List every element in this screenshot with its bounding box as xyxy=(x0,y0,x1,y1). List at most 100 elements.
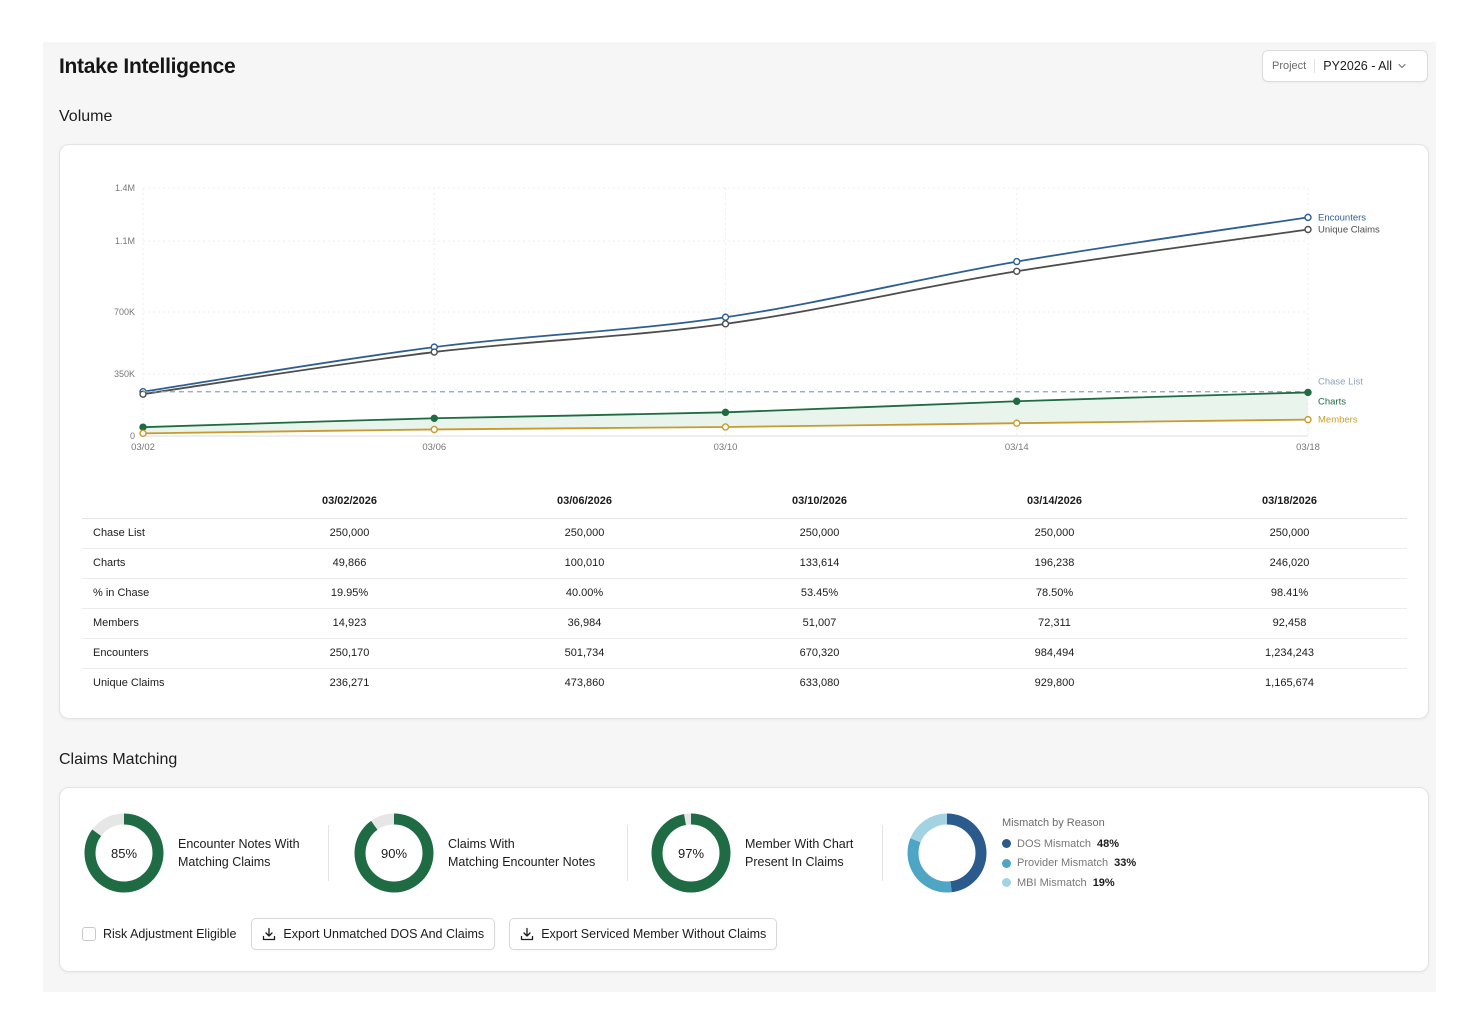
data-point-members xyxy=(139,429,147,438)
divider xyxy=(328,825,329,881)
donut-label-line: Matching Claims xyxy=(178,855,271,869)
donut-percent: 85% xyxy=(110,845,138,861)
donut-percent: 97% xyxy=(677,845,705,861)
table-cell: 633,080 xyxy=(799,677,840,690)
data-point-members xyxy=(1304,415,1312,424)
row-label: Encounters xyxy=(82,638,232,669)
data-point-encounters xyxy=(721,313,730,321)
table-cell: 133,614 xyxy=(702,548,937,579)
project-select-label: Project xyxy=(1272,59,1316,73)
mismatch-legend-title: Mismatch by Reason xyxy=(1002,817,1105,829)
table-cell: 236,271 xyxy=(329,677,370,690)
y-tick-label: 350K xyxy=(114,369,135,379)
row-label: Unique Claims xyxy=(93,677,165,690)
table-cell: 246,020 xyxy=(1172,548,1407,579)
export-serviced-button[interactable]: Export Serviced Member Without Claims xyxy=(509,918,778,950)
table-header-date: 03/18/2026 xyxy=(1172,485,1407,519)
table-header-date: 03/06/2026 xyxy=(467,485,702,519)
data-point-charts xyxy=(1304,388,1312,397)
data-point-charts xyxy=(139,423,147,431)
legend-item: MBI Mismatch 19% xyxy=(1002,873,1136,893)
donut-chart xyxy=(907,813,987,893)
table-cell: 984,494 xyxy=(937,638,1172,669)
data-point-encounters xyxy=(1013,257,1021,266)
table-cell: 72,311 xyxy=(937,608,1172,639)
volume-section-title: Volume xyxy=(59,108,113,125)
table-cell: 250,000 xyxy=(702,518,937,549)
data-point-unique-claims xyxy=(721,320,730,328)
volume-card: 0 350K 700K 1.1M 1.4M 03/02 03/06 03/10 03/14 03/… xyxy=(59,144,1429,719)
table-cell: 250,000 xyxy=(937,518,1172,549)
donut-label: Member With Chart Present In Claims xyxy=(745,835,853,871)
table-cell: 40.00% xyxy=(467,578,702,609)
legend-item: Provider Mismatch 33% xyxy=(1002,854,1136,874)
data-point-charts xyxy=(721,408,730,417)
y-tick-label: 1.4M xyxy=(115,183,135,193)
x-tick-label: 03/10 xyxy=(714,442,738,453)
table-row: % in Chase 19.95% 40.00% 53.45% 78.50% 9… xyxy=(82,578,1407,609)
table-cell: 92,458 xyxy=(1172,608,1407,639)
legend-dot-icon xyxy=(1002,878,1011,888)
table-cell: 929,800 xyxy=(1034,677,1075,690)
project-select[interactable]: Project PY2026 - All xyxy=(1262,50,1428,82)
legend-name: Provider Mismatch xyxy=(1017,857,1109,870)
data-point-unique-claims xyxy=(430,348,438,356)
table-header-date: 03/02/2026 xyxy=(232,485,467,519)
donut-label-line: Claims With xyxy=(448,837,515,851)
series-label-charts: Charts xyxy=(1318,396,1346,407)
table-cell: 19.95% xyxy=(232,578,467,609)
table-cell: 53.45% xyxy=(702,578,937,609)
donut-label-line: Matching Encounter Notes xyxy=(448,855,596,869)
y-tick-label: 700K xyxy=(114,307,135,317)
series-label-members: Members xyxy=(1318,415,1358,426)
donut-arc xyxy=(84,813,164,893)
row-label: % in Chase xyxy=(82,578,232,609)
x-tick-label: 03/18 xyxy=(1296,442,1320,453)
table-row: Unique Claims 236,271 473,860 633,080 92… xyxy=(82,668,1407,698)
data-point-members xyxy=(1013,419,1021,427)
table-cell: 100,010 xyxy=(467,548,702,579)
download-icon xyxy=(263,927,276,941)
risk-adjustment-checkbox[interactable] xyxy=(82,927,96,941)
table-cell: 473,860 xyxy=(564,677,605,690)
divider xyxy=(627,825,628,881)
claims-matching-card: 85% Encounter Notes With Matching Claims… xyxy=(59,787,1429,972)
page-title: Intake Intelligence xyxy=(59,55,236,78)
series-label-chase-list: Chase List xyxy=(1318,377,1363,388)
table-row: Encounters 250,170 501,734 670,320 984,4… xyxy=(82,638,1407,669)
donut-ring xyxy=(651,813,731,893)
data-point-charts xyxy=(1013,397,1021,405)
legend-percent: 33% xyxy=(1114,857,1137,870)
legend-name: DOS Mismatch xyxy=(1017,837,1091,850)
row-label: Chase List xyxy=(82,518,232,549)
chevron-down-icon xyxy=(1398,63,1406,69)
x-tick-label: 03/02 xyxy=(131,442,155,453)
data-point-members xyxy=(721,423,730,431)
table-cell: 98.41% xyxy=(1172,578,1407,609)
donut-ring xyxy=(84,813,164,893)
donut-encounter-notes: 85% Encounter Notes With Matching Claims xyxy=(84,813,300,893)
export-unmatched-button[interactable]: Export Unmatched DOS And Claims xyxy=(251,918,496,950)
donut-label-line: Member With Chart xyxy=(745,837,854,851)
donut-percent: 90% xyxy=(380,845,408,861)
donut-chart: 97% xyxy=(651,813,731,893)
data-point-charts xyxy=(430,414,438,422)
table-cell: 250,000 xyxy=(467,518,702,549)
table-cell: 49,866 xyxy=(232,548,467,579)
donut-arc xyxy=(354,813,434,893)
data-point-unique-claims xyxy=(1013,267,1021,275)
table-cell: 501,734 xyxy=(467,638,702,669)
x-tick-label: 03/06 xyxy=(422,442,446,453)
table-cell: 250,000 xyxy=(1172,518,1407,549)
mismatch-donut-ring xyxy=(907,813,987,893)
table-header-date: 03/14/2026 xyxy=(937,485,1172,519)
table-row: Chase List 250,000 250,000 250,000 250,0… xyxy=(82,518,1407,549)
volume-chart: 0 350K 700K 1.1M 1.4M 03/02 03/06 03/10 03/14 03/… xyxy=(114,183,1380,453)
volume-table: 03/02/2026 03/06/2026 03/10/2026 03/14/2… xyxy=(82,485,1407,698)
risk-adjustment-checkbox-row[interactable]: Risk Adjustment Eligible xyxy=(82,927,236,941)
legend-percent: 48% xyxy=(1096,837,1119,850)
donut-label-line: Encounter Notes With xyxy=(178,837,300,851)
row-label: Charts xyxy=(82,548,232,579)
table-cell: 78.50% xyxy=(937,578,1172,609)
donut-arc xyxy=(651,813,731,893)
